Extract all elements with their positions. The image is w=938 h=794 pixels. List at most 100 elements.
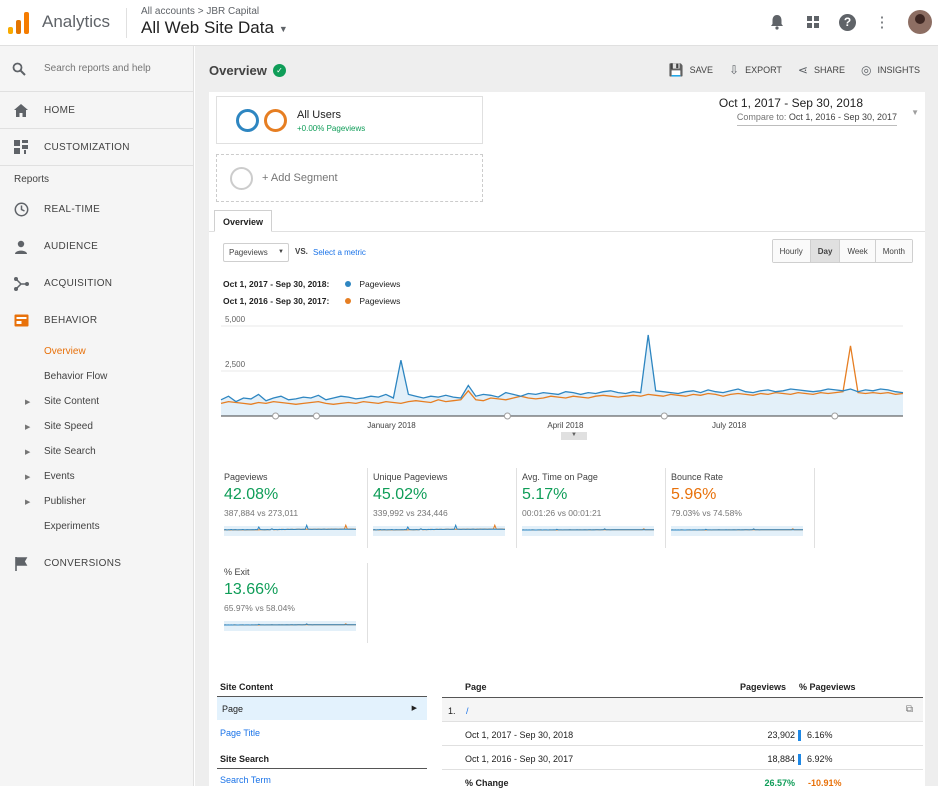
dimension-search-term[interactable]: Search Term: [220, 775, 271, 785]
share-label: SHARE: [813, 65, 845, 75]
sparkline-current: [671, 528, 803, 531]
x-tick-label: January 2018: [367, 421, 416, 430]
segment-all-users[interactable]: All Users +0.00% Pageviews: [216, 96, 483, 144]
metric-label: Bounce Rate: [671, 472, 724, 482]
annotation-marker: [503, 412, 511, 420]
save-icon: 💾: [668, 63, 684, 77]
expand-arrow-icon: ▶: [25, 398, 31, 406]
open-link-icon[interactable]: ⧉: [905, 704, 913, 715]
account-breadcrumb[interactable]: All accounts > JBR Capital: [141, 6, 260, 17]
segment-name: All Users: [297, 109, 342, 121]
table-row: Oct 1, 2016 - Sep 30, 2017 18,884 6.92%: [442, 746, 923, 770]
date-caret-icon[interactable]: ▼: [911, 108, 919, 117]
legend-series: Pageviews: [359, 279, 401, 289]
insights-button[interactable]: ◎ INSIGHTS: [861, 63, 920, 77]
help-icon[interactable]: ?: [839, 13, 856, 31]
series-line-previous: [220, 345, 904, 405]
segment-ring-icon: [236, 109, 259, 132]
row-page-link[interactable]: /: [466, 706, 469, 716]
tab-row: Overview: [209, 210, 925, 232]
property-selector[interactable]: All Web Site Data ▼: [141, 18, 288, 38]
sidebar-item-conversions[interactable]: CONVERSIONS: [0, 545, 193, 582]
metric-card[interactable]: Avg. Time on Page 5.17% 00:01:26 vs 00:01:…: [518, 468, 666, 548]
legend-dot-icon: [345, 298, 352, 304]
granularity-day[interactable]: Day: [809, 240, 840, 262]
sparkline-fill: [522, 526, 654, 536]
sidebar-subitem-experiments[interactable]: Experiments: [0, 514, 193, 539]
analytics-logo-icon[interactable]: [8, 12, 30, 34]
sidebar-subitem-overview[interactable]: Overview: [0, 339, 193, 364]
metric-value: 13.66%: [224, 581, 279, 598]
row-pageviews: 18,884: [767, 754, 795, 764]
more-vert-icon[interactable]: ⋮: [874, 14, 890, 31]
export-button[interactable]: ⇩ EXPORT: [729, 63, 782, 77]
flag-icon: [12, 555, 30, 573]
property-name: All Web Site Data: [141, 18, 274, 37]
metric-value: 42.08%: [224, 486, 279, 503]
home-icon: [12, 101, 30, 119]
sidebar-subitem-events[interactable]: ▶ Events: [0, 464, 193, 489]
legend-range: Oct 1, 2017 - Sep 30, 2018:: [223, 279, 330, 289]
sparkline-current: [224, 523, 356, 531]
row-label: Oct 1, 2016 - Sep 30, 2017: [465, 754, 574, 764]
pageviews-line-chart: 5,000 2,500 January 2018 April 2018 July 201…: [220, 315, 904, 430]
caret-down-icon: ▼: [278, 249, 284, 255]
granularity-week[interactable]: Week: [839, 240, 875, 262]
sparkline-current: [224, 623, 356, 626]
sidebar-subitem-publisher[interactable]: ▶ Publisher: [0, 489, 193, 514]
compare-range[interactable]: Compare to: Oct 1, 2016 - Sep 30, 2017: [736, 112, 897, 126]
metric-card[interactable]: Unique Pageviews 45.02% 339,992 vs 234,446: [369, 468, 517, 548]
dimension-page-title[interactable]: Page Title: [220, 728, 261, 738]
header-pageviews: Pageviews: [739, 682, 786, 692]
chart-scroll-handle[interactable]: ▼: [561, 432, 587, 440]
granularity-hourly[interactable]: Hourly: [772, 240, 810, 262]
metric-select[interactable]: Pageviews ▼: [223, 243, 289, 262]
share-button[interactable]: ⋖ SHARE: [798, 63, 845, 77]
sidebar-subitem-site-speed[interactable]: ▶ Site Speed: [0, 414, 193, 439]
page-title: Overview: [209, 63, 267, 78]
table-row[interactable]: 1. / ⧉: [442, 698, 923, 722]
metric-card[interactable]: Bounce Rate 5.96% 79.03% vs 74.58%: [667, 468, 815, 548]
sidebar-item-home[interactable]: HOME: [0, 92, 193, 129]
granularity-month[interactable]: Month: [874, 240, 912, 262]
main-content: Overview ✓ 💾 SAVE ⇩ EXPORT ⋖ SHARE ◎ INSIGHT…: [195, 46, 938, 788]
search-icon: [12, 62, 26, 76]
sidebar-subitem-site-content[interactable]: ▶ Site Content: [0, 389, 193, 414]
row-pct: 6.92%: [807, 754, 833, 764]
metric-value: 45.02%: [373, 486, 428, 503]
subitem-label: Events: [44, 471, 75, 482]
sidebar-item-label: ACQUISITION: [44, 278, 113, 289]
metric-label: % Exit: [224, 567, 250, 577]
sidebar-item-audience[interactable]: AUDIENCE: [0, 228, 193, 265]
bell-icon[interactable]: [767, 12, 787, 32]
dimension-page[interactable]: Page ▶: [217, 696, 427, 720]
metric-card[interactable]: Pageviews 42.08% 387,884 vs 273,011: [220, 468, 368, 548]
x-tick-label: April 2018: [547, 421, 584, 430]
subitem-label: Overview: [44, 346, 86, 357]
avatar[interactable]: [908, 10, 932, 34]
sidebar-item-realtime[interactable]: REAL-TIME: [0, 191, 193, 228]
export-label: EXPORT: [745, 65, 782, 75]
sidebar: HOME CUSTOMIZATION Reports REAL-TIME AUD…: [0, 46, 194, 786]
metric-compare: 65.97% vs 58.04%: [224, 603, 295, 613]
x-tick-label: July 2018: [712, 421, 747, 430]
sidebar-item-acquisition[interactable]: ACQUISITION: [0, 265, 193, 302]
sidebar-item-customization[interactable]: CUSTOMIZATION: [0, 129, 193, 166]
sidebar-subitem-behavior-flow[interactable]: Behavior Flow: [0, 364, 193, 389]
metric-label: Avg. Time on Page: [522, 472, 598, 482]
save-button[interactable]: 💾 SAVE: [669, 63, 713, 77]
tab-overview[interactable]: Overview: [214, 210, 273, 232]
metric-select-value: Pageviews: [229, 248, 268, 257]
sidebar-subitem-site-search[interactable]: ▶ Site Search: [0, 439, 193, 464]
metric-sparkline: [671, 526, 803, 536]
add-segment-button[interactable]: + Add Segment: [216, 154, 483, 202]
date-range[interactable]: Oct 1, 2017 - Sep 30, 2018: [718, 96, 863, 110]
sparkline-current: [373, 523, 505, 531]
behavior-icon: [12, 312, 30, 330]
sidebar-item-behavior[interactable]: BEHAVIOR: [0, 302, 193, 339]
search-input[interactable]: [44, 63, 174, 74]
apps-grid-icon[interactable]: [803, 12, 823, 32]
metric-card[interactable]: % Exit 13.66% 65.97% vs 58.04%: [220, 563, 368, 643]
select-metric-link[interactable]: Select a metric: [313, 248, 366, 257]
sidebar-item-label: CUSTOMIZATION: [44, 141, 130, 153]
